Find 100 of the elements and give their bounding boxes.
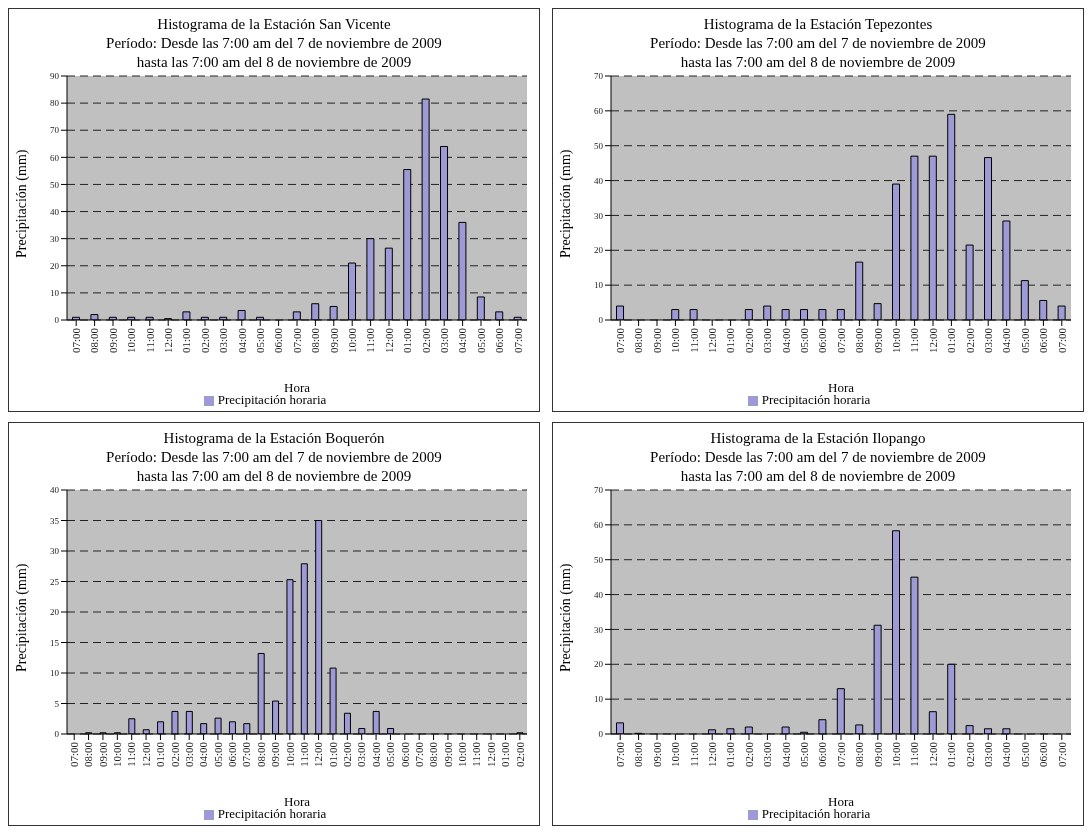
y-tick-label: 50 [594, 140, 604, 151]
x-tick-label: 11:00 [687, 741, 700, 767]
y-tick-label: 10 [594, 694, 604, 705]
x-tick-label: 03:00 [982, 327, 995, 354]
x-tick-label: 02:00 [513, 741, 526, 768]
y-tick-label: 70 [50, 125, 60, 136]
x-tick-label: 01:00 [326, 741, 339, 768]
x-tick-label: 08:00 [853, 741, 866, 768]
y-tick-label: 30 [594, 624, 604, 635]
x-tick-label: 01:00 [154, 741, 167, 768]
x-tick-label: 09:00 [327, 327, 340, 354]
x-tick-label: 05:00 [1018, 741, 1031, 768]
x-tick-label: 09:00 [871, 327, 884, 354]
y-tick-label: 0 [54, 729, 60, 740]
y-tick-label: 20 [594, 245, 604, 256]
y-tick-label: 30 [50, 233, 60, 244]
x-tick-label: 01:00 [945, 327, 958, 354]
x-tick-label: 03:00 [761, 741, 774, 768]
x-tick-label: 04:00 [197, 741, 210, 768]
x-tick-label: 08:00 [632, 327, 645, 354]
x-tick-label: 06:00 [493, 327, 506, 354]
x-tick-label: 03:00 [183, 741, 195, 768]
y-tick-label: 0 [54, 315, 60, 326]
x-tick-label: 01:00 [724, 741, 737, 768]
y-axis-title: Precipitación (mm) [557, 563, 574, 672]
x-tick-label: 03:00 [982, 741, 995, 768]
x-tick-label: 07:00 [834, 741, 847, 768]
x-tick-label: 02:00 [168, 741, 181, 768]
x-tick-label: 10:00 [125, 327, 138, 354]
x-tick-label: 10:00 [890, 327, 903, 354]
x-tick-label: 11:00 [908, 327, 921, 353]
y-tick-label: 20 [50, 260, 60, 271]
x-tick-label: 07:00 [1055, 327, 1068, 354]
x-tick-label: 01:00 [945, 741, 958, 768]
x-tick-label: 02:00 [742, 327, 755, 354]
chart-title: Histograma de la Estación Boquerón Período: Desde las 7:00 am del 7 de noviembre de 2009 hasta las 7:00 am del 8 de noviembre de 2009 [105, 429, 443, 486]
chart-title: Histograma de la Estación San Vicente Período: Desde las 7:00 am del 7 de noviembre de 2009 hasta las 7:00 am del 8 de noviembre de 2009 [105, 15, 443, 72]
x-tick-label: 07:00 [614, 327, 627, 354]
y-tick-label: 0 [598, 729, 604, 740]
x-tick-label: 03:00 [355, 741, 368, 768]
x-axis-title: Hora [828, 380, 855, 395]
y-tick-label: 60 [594, 520, 604, 531]
x-tick-label: 04:00 [456, 327, 469, 354]
y-tick-label: 60 [594, 106, 604, 117]
x-tick-label: 06:00 [1037, 327, 1050, 354]
x-tick-label: 12:00 [926, 741, 939, 768]
x-tick-label: 12:00 [706, 327, 719, 354]
x-tick-label: 02:00 [419, 327, 432, 354]
x-tick-label: 04:00 [235, 327, 248, 354]
x-tick-label: 11:00 [364, 327, 377, 353]
x-tick-label: 01:00 [724, 327, 737, 354]
x-tick-label: 02:00 [963, 327, 976, 354]
x-tick-label: 08:00 [254, 741, 267, 768]
y-tick-label: 50 [594, 554, 604, 565]
x-tick-label: 05:00 [211, 741, 224, 768]
y-tick-label: 70 [594, 485, 604, 496]
x-tick-label: 11:00 [125, 741, 138, 767]
x-tick-label: 12:00 [312, 741, 325, 768]
x-tick-label: 09:00 [96, 741, 109, 768]
x-tick-label: 05:00 [798, 327, 811, 354]
y-tick-label: 30 [594, 210, 604, 221]
x-tick-label: 12:00 [162, 327, 175, 354]
x-tick-label: 07:00 [834, 327, 847, 354]
x-tick-label: 07:00 [413, 741, 425, 768]
y-tick-label: 40 [50, 206, 60, 217]
x-tick-label: 07:00 [511, 327, 524, 354]
x-tick-label: 10:00 [111, 741, 124, 768]
x-tick-label: 06:00 [816, 741, 829, 768]
x-tick-label: 02:00 [742, 741, 755, 768]
y-tick-label: 60 [50, 152, 60, 163]
x-tick-label: 04:00 [779, 741, 792, 768]
x-tick-label: 09:00 [650, 327, 663, 354]
x-tick-label: 10:00 [669, 327, 682, 354]
x-tick-label: 06:00 [816, 327, 829, 354]
x-tick-label: 11:00 [470, 741, 483, 767]
y-tick-label: 25 [50, 576, 60, 587]
x-tick-label: 08:00 [632, 741, 645, 768]
x-tick-label: 08:00 [82, 741, 95, 768]
y-tick-label: 90 [50, 71, 60, 82]
x-tick-label: 05:00 [384, 741, 397, 768]
y-tick-label: 0 [598, 315, 604, 326]
y-tick-label: 10 [50, 288, 60, 299]
x-tick-label: 09:00 [650, 741, 663, 768]
x-axis-title: Hora [284, 380, 311, 395]
x-tick-label: 10:00 [456, 741, 469, 768]
x-tick-label: 09:00 [441, 741, 454, 768]
legend-label: Precipitación horaria [217, 806, 327, 821]
chart-title: Histograma de la Estación Ilopango Período: Desde las 7:00 am del 7 de noviembre de 2009 hasta las 7:00 am del 8 de noviembre de 2009 [649, 429, 987, 486]
x-tick-label: 08:00 [88, 327, 101, 354]
x-tick-label: 06:00 [1037, 741, 1050, 768]
x-tick-label: 07:00 [1055, 741, 1068, 768]
x-tick-label: 04:00 [369, 741, 382, 768]
x-tick-label: 05:00 [254, 327, 267, 354]
x-tick-label: 03:00 [217, 327, 230, 354]
x-tick-label: 11:00 [687, 327, 700, 353]
x-tick-label: 10:00 [346, 327, 359, 354]
x-axis-title: Hora [828, 794, 855, 809]
y-tick-label: 5 [54, 698, 60, 709]
y-tick-label: 15 [50, 637, 60, 648]
y-tick-label: 30 [50, 546, 60, 557]
